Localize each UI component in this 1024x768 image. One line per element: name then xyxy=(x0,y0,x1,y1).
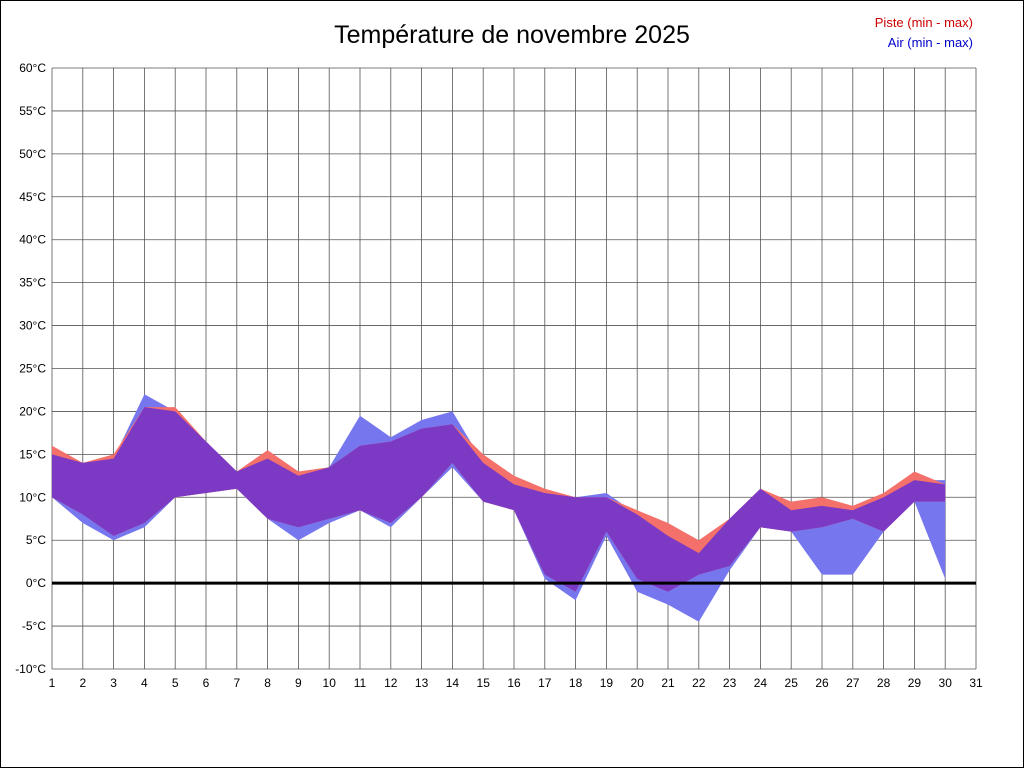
y-tick-label: 60°C xyxy=(19,61,46,75)
x-tick-label: 21 xyxy=(661,676,675,690)
x-tick-label: 4 xyxy=(141,676,148,690)
y-tick-label: 45°C xyxy=(19,190,46,204)
x-tick-label: 19 xyxy=(600,676,614,690)
y-tick-label: 10°C xyxy=(19,490,46,504)
x-tick-label: 6 xyxy=(203,676,210,690)
y-tick-label: 40°C xyxy=(19,233,46,247)
legend-piste-label: Piste (min - max) xyxy=(874,15,973,30)
x-tick-label: 10 xyxy=(323,676,337,690)
legend-air-label: Air (min - max) xyxy=(887,35,973,50)
x-tick-label: 20 xyxy=(631,676,645,690)
x-tick-label: 15 xyxy=(477,676,491,690)
x-tick-label: 1 xyxy=(49,676,56,690)
y-tick-label: -10°C xyxy=(15,662,46,676)
x-tick-label: 24 xyxy=(754,676,768,690)
x-tick-label: 29 xyxy=(908,676,922,690)
x-tick-label: 16 xyxy=(507,676,521,690)
x-tick-label: 11 xyxy=(354,676,367,690)
x-tick-label: 26 xyxy=(815,676,829,690)
x-tick-label: 27 xyxy=(846,676,860,690)
chart-title: Température de novembre 2025 xyxy=(334,21,690,49)
x-tick-label: 3 xyxy=(110,676,117,690)
x-tick-label: 13 xyxy=(415,676,429,690)
x-tick-label: 23 xyxy=(723,676,737,690)
x-tick-label: 5 xyxy=(172,676,179,690)
x-tick-label: 31 xyxy=(969,676,983,690)
x-tick-label: 17 xyxy=(538,676,552,690)
y-tick-label: 15°C xyxy=(19,447,46,461)
x-tick-label: 30 xyxy=(939,676,953,690)
y-tick-label: 5°C xyxy=(26,533,46,547)
overlap-band xyxy=(52,407,946,592)
y-tick-label: 0°C xyxy=(26,576,46,590)
x-tick-label: 8 xyxy=(264,676,271,690)
x-tick-label: 22 xyxy=(692,676,706,690)
x-tick-label: 7 xyxy=(233,676,240,690)
legend: Piste (min - max) Air (min - max) xyxy=(875,13,973,53)
x-tick-label: 12 xyxy=(384,676,398,690)
x-tick-label: 2 xyxy=(79,676,86,690)
y-tick-label: 30°C xyxy=(19,319,46,333)
y-tick-label: 50°C xyxy=(19,147,46,161)
x-tick-label: 18 xyxy=(569,676,583,690)
y-tick-label: -5°C xyxy=(22,619,46,633)
x-tick-label: 25 xyxy=(785,676,799,690)
x-tick-label: 28 xyxy=(877,676,891,690)
y-tick-label: 25°C xyxy=(19,362,46,376)
y-tick-label: 55°C xyxy=(19,104,46,118)
x-tick-label: 9 xyxy=(295,676,302,690)
y-tick-label: 20°C xyxy=(19,404,46,418)
y-tick-label: 35°C xyxy=(19,276,46,290)
x-tick-label: 14 xyxy=(446,676,460,690)
